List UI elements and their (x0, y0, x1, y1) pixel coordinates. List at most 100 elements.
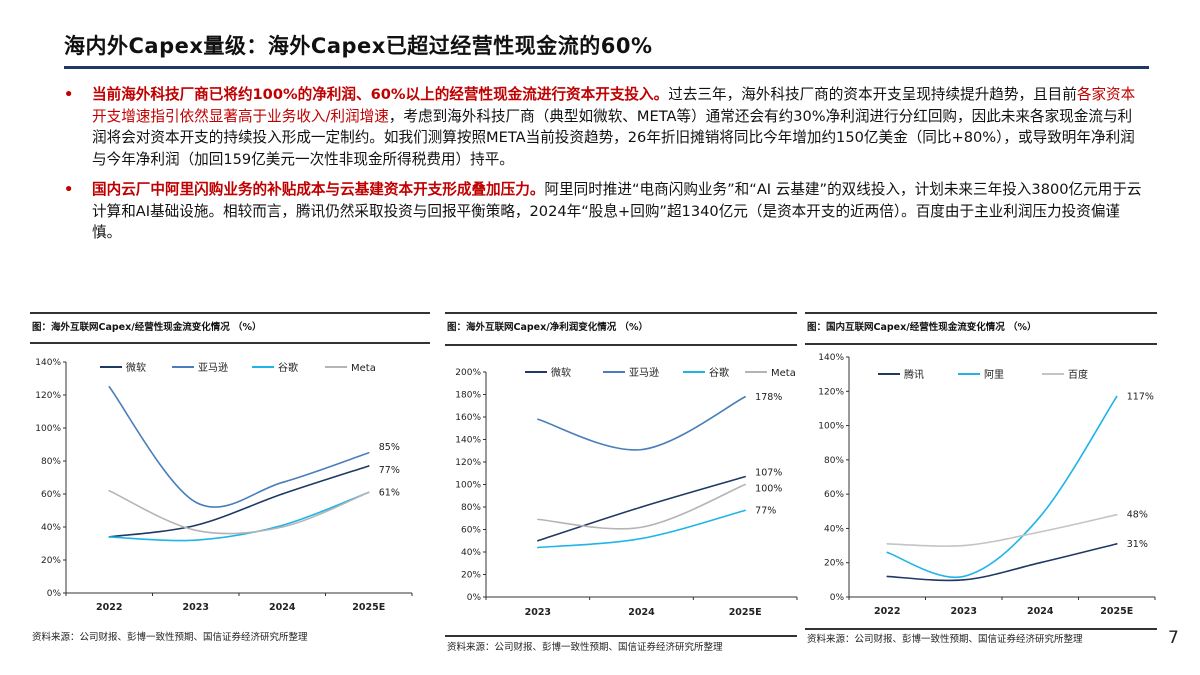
data-point (640, 448, 643, 451)
series-line-谷歌 (109, 491, 370, 542)
y-tick-label: 0% (830, 593, 845, 603)
line-chart: 0% 20% 40% 60% 80% 100% 120% 140% 160% 180% 200% 20… (455, 366, 798, 618)
chart-title: 图：海外互联网Capex/经营性现金流变化情况 （%） (32, 322, 262, 333)
highlight-text: 当前海外科技厂商已将约100%的净利润、60%以上的经营性现金流进行资本开支投入… (92, 86, 669, 103)
y-tick-label: 100% (35, 424, 61, 434)
legend-label: 百度 (1068, 368, 1088, 381)
data-point (194, 524, 197, 527)
y-tick-label: 100% (818, 422, 844, 432)
panel-title-rule (805, 343, 1157, 345)
y-tick-label: 80% (461, 503, 481, 513)
legend-label: 阿里 (984, 369, 1004, 381)
y-tick-label: 180% (455, 391, 481, 401)
chart-panel-domestic-capex-ocf: 图：国内互联网Capex/经营性现金流变化情况 （%） 资料来源：公司财报、彭博… (805, 312, 1157, 672)
data-point (962, 575, 965, 578)
x-tick-label: 2024 (628, 607, 655, 618)
body-text: 过去三年，海外科技厂商的资本开支呈现持续提升趋势，且目前 (668, 86, 1077, 103)
chart-panel-overseas-capex-ocf: 图：海外互联网Capex/经营性现金流变化情况 （%） 资料来源：公司财报、彭博… (30, 312, 430, 652)
series-line-微软 (537, 475, 746, 542)
x-tick-label: 2023 (525, 607, 551, 618)
x-tick-label: 2022 (96, 602, 122, 613)
data-point (367, 451, 370, 454)
series-line-阿里 (886, 395, 1118, 579)
series-line-亚马逊 (537, 396, 746, 451)
y-tick-label: 40% (461, 548, 481, 558)
x-tick-label: 2025E (729, 607, 762, 618)
series-line-亚马逊 (108, 386, 370, 508)
legend-label: 亚马逊 (629, 367, 659, 379)
y-tick-label: 80% (824, 456, 844, 466)
line-chart: 0% 20% 40% 60% 80% 100% 120% 140% 2022 2023 2024 20… (818, 353, 1156, 617)
legend-label: Meta (351, 363, 376, 374)
end-value-label: 85% (379, 442, 400, 453)
y-tick-label: 20% (824, 559, 844, 569)
data-point (1115, 513, 1118, 516)
data-point (194, 539, 197, 541)
x-tick-label: 2025E (1100, 606, 1133, 617)
data-point (537, 546, 539, 549)
end-value-label: 61% (379, 487, 400, 498)
series-line-腾讯 (887, 543, 1117, 582)
body-text: 阿里同时推进“电商闪购业务”和“AI 云基建”的双线投入，计划未来三年投入380… (92, 181, 1142, 241)
data-point (962, 579, 965, 581)
legend-label: 微软 (551, 366, 571, 379)
chart-source: 资料来源：公司财报、彭博一致性预期、国信证券经济研究所整理 (807, 634, 1083, 645)
data-point (281, 481, 284, 484)
data-point (537, 518, 539, 521)
bullet-domestic: • 国内云厂中阿里闪购业务的补贴成本与云基建资本开支形成叠加压力。阿里同时推进“… (62, 179, 1142, 244)
y-tick-label: 80% (41, 457, 61, 467)
chart-panel-overseas-capex-netprofit: 图：海外互联网Capex/净利润变化情况 （%） 资料来源：公司财报、彭博一致性… (445, 312, 798, 672)
legend-label: Meta (771, 368, 796, 379)
y-tick-label: 200% (455, 368, 481, 378)
end-value-label: 77% (379, 465, 400, 476)
data-point (640, 526, 643, 529)
data-point (194, 501, 197, 504)
chart-source: 资料来源：公司财报、彭博一致性预期、国信证券经济研究所整理 (447, 642, 723, 653)
series-line-Meta (108, 489, 370, 535)
y-tick-label: 0% (467, 593, 482, 603)
end-value-label: 178% (755, 392, 782, 403)
panel-top-rule (30, 312, 430, 314)
series-line-百度 (887, 513, 1117, 547)
data-point (886, 543, 889, 545)
bullet-overseas: • 当前海外科技厂商已将约100%的净利润、60%以上的经营性现金流进行资本开支… (62, 84, 1142, 170)
panel-title-rule (30, 342, 430, 344)
y-tick-label: 60% (824, 490, 844, 500)
data-point (194, 529, 197, 532)
data-point (281, 526, 284, 528)
data-point (108, 536, 111, 538)
series-line-谷歌 (537, 509, 746, 549)
bullet-text: 当前海外科技厂商已将约100%的净利润、60%以上的经营性现金流进行资本开支投入… (92, 86, 1135, 168)
end-value-label: 31% (1127, 539, 1148, 550)
end-value-label: 77% (755, 505, 776, 516)
end-value-label: 100% (755, 484, 782, 495)
data-point (537, 539, 539, 542)
legend-label: 亚马逊 (198, 362, 228, 374)
x-tick-label: 2024 (269, 602, 296, 613)
data-point (744, 509, 746, 512)
y-tick-label: 140% (455, 436, 481, 446)
x-tick-label: 2022 (874, 606, 900, 617)
bullet-list: • 当前海外科技厂商已将约100%的净利润、60%以上的经营性现金流进行资本开支… (62, 84, 1142, 253)
series-line-微软 (109, 465, 369, 538)
panel-bottom-rule (445, 635, 797, 637)
x-tick-label: 2025E (352, 602, 385, 613)
y-tick-label: 60% (461, 526, 481, 536)
y-tick-label: 100% (455, 481, 481, 491)
end-value-label: 107% (755, 468, 782, 479)
data-point (537, 418, 539, 421)
highlight-text: 国内云厂中阿里闪购业务的补贴成本与云基建资本开支形成叠加压力。 (92, 181, 545, 198)
data-point (367, 465, 370, 467)
data-point (1039, 531, 1042, 533)
page-title: 海内外Capex量级：海外Capex已超过经营性现金流的60% (64, 34, 653, 58)
legend-label: 谷歌 (709, 366, 729, 379)
data-point (886, 575, 889, 578)
data-point (281, 524, 284, 527)
y-tick-label: 60% (41, 490, 61, 500)
data-point (1039, 561, 1042, 564)
y-tick-label: 120% (455, 458, 481, 468)
data-point (744, 483, 746, 486)
highlight-text: 各家资本开支增速指引依然显著高于业务收入/利润增速 (92, 86, 1136, 125)
y-tick-label: 40% (41, 523, 61, 533)
data-point (1115, 395, 1118, 398)
